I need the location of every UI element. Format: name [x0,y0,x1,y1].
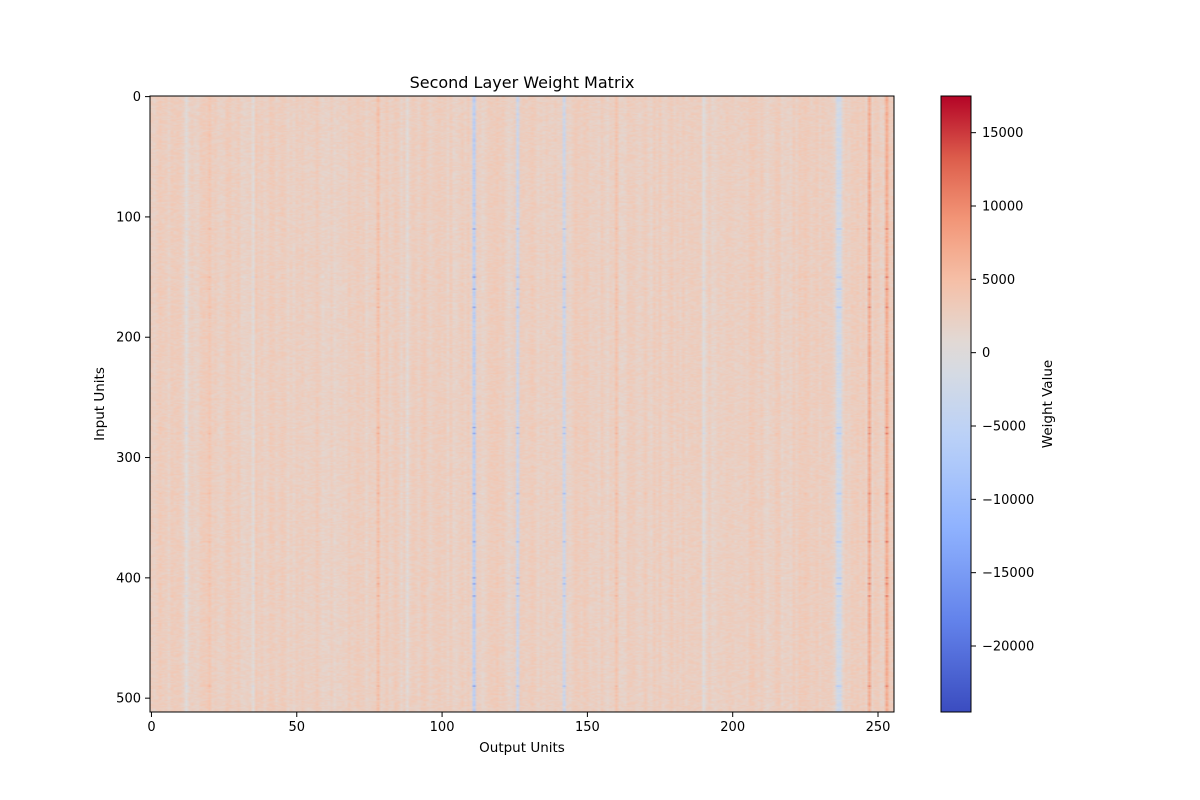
colorbar-tick-label: 5000 [982,273,1015,288]
x-tick-label: 200 [720,720,745,735]
colorbar-frame [940,95,972,713]
y-axis: 0 100 200 300 400 500 [116,90,150,707]
y-tick-label: 400 [116,571,141,586]
colorbar-axis: 15000 10000 5000 0 −5000 −10000 −15000 −20000 [971,126,1034,655]
y-tick-label: 300 [116,451,141,466]
heatmap-frame [149,95,895,713]
colorbar-tick-label: 0 [982,346,990,361]
colorbar-tick-label: −15000 [982,566,1034,581]
colorbar-tick-label: −5000 [982,420,1026,435]
y-tick-label: 500 [116,692,141,707]
heatmap-plot-area [150,96,894,712]
y-tick-label: 100 [116,210,141,225]
x-tick-label: 50 [288,720,305,735]
y-axis-label: Input Units [92,367,108,441]
x-tick-label: 100 [430,720,455,735]
chart-title: Second Layer Weight Matrix [410,73,635,92]
y-tick-label: 200 [116,331,141,346]
colorbar-label: Weight Value [1040,360,1056,448]
colorbar-tick-label: 10000 [982,200,1023,215]
colorbar-tick-label: −10000 [982,493,1034,508]
y-tick-label: 0 [133,90,141,105]
colorbar [940,95,972,713]
x-axis-label: Output Units [479,740,565,756]
heatmap-image [150,96,894,712]
x-tick-label: 150 [575,720,600,735]
colorbar-gradient [941,96,971,712]
x-tick-label: 0 [147,720,155,735]
x-axis: 0 50 100 150 200 250 [147,712,890,735]
colorbar-tick-label: 15000 [982,126,1023,141]
colorbar-tick-label: −20000 [982,640,1034,655]
x-tick-label: 250 [866,720,891,735]
